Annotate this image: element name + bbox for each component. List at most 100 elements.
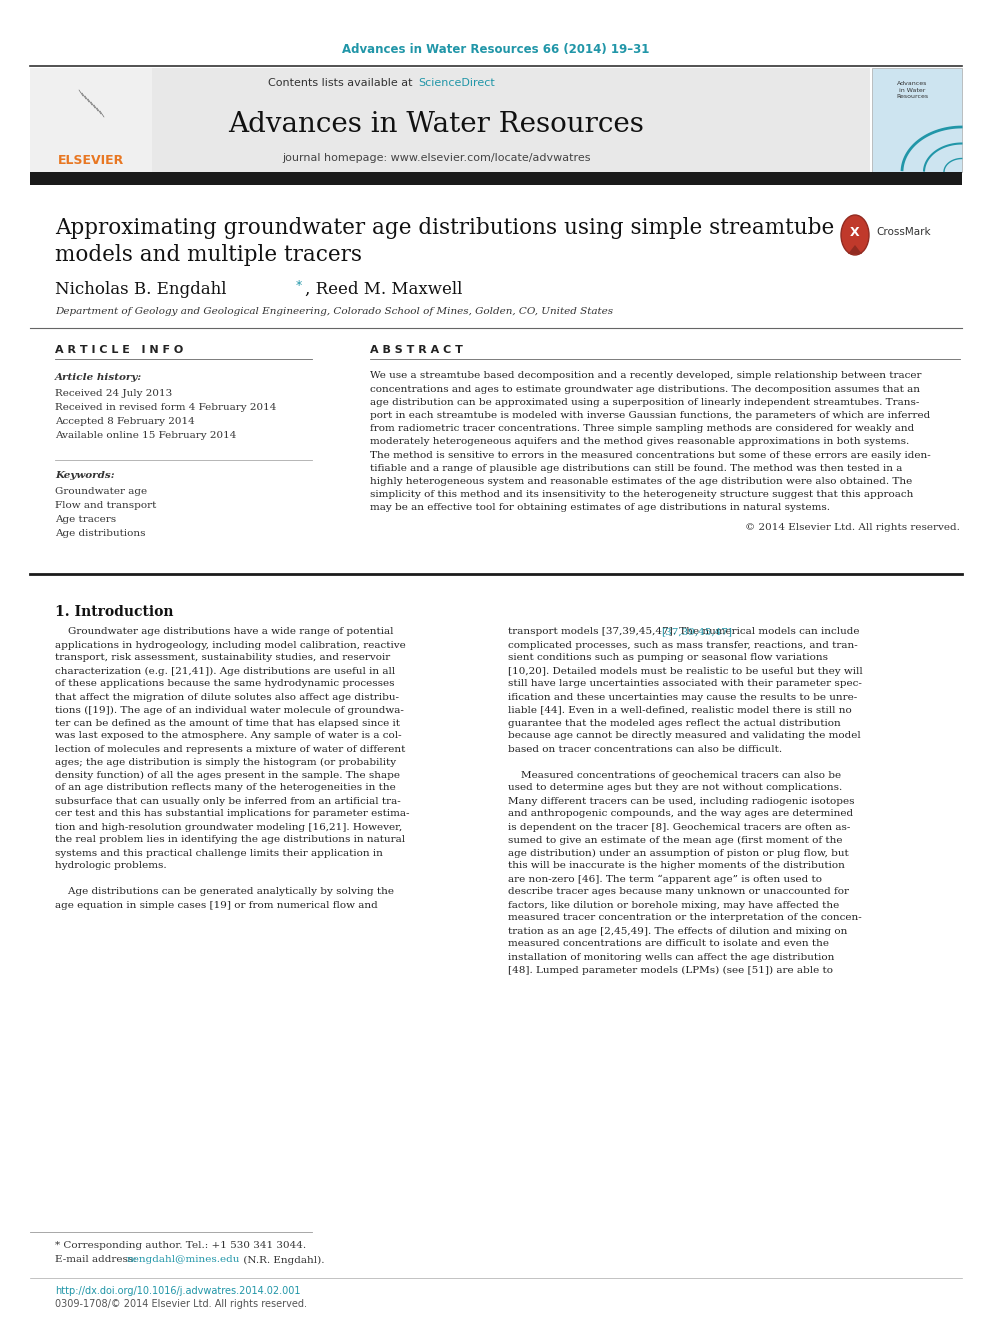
Text: is dependent on the tracer [8]. Geochemical tracers are often as-: is dependent on the tracer [8]. Geochemi… (508, 823, 850, 831)
Text: Advances in Water Resources 66 (2014) 19–31: Advances in Water Resources 66 (2014) 19… (342, 44, 650, 57)
Text: © 2014 Elsevier Ltd. All rights reserved.: © 2014 Elsevier Ltd. All rights reserved… (745, 523, 960, 532)
Text: models and multiple tracers: models and multiple tracers (55, 243, 362, 266)
Text: [10,20]. Detailed models must be realistic to be useful but they will: [10,20]. Detailed models must be realist… (508, 667, 863, 676)
Text: sumed to give an estimate of the mean age (first moment of the: sumed to give an estimate of the mean ag… (508, 835, 842, 844)
Text: tions ([19]). The age of an individual water molecule of groundwa-: tions ([19]). The age of an individual w… (55, 705, 404, 714)
Text: liable [44]. Even in a well-defined, realistic model there is still no: liable [44]. Even in a well-defined, rea… (508, 705, 852, 714)
Text: Age tracers: Age tracers (55, 515, 116, 524)
Bar (872, 67, 962, 172)
Text: 0309-1708/© 2014 Elsevier Ltd. All rights reserved.: 0309-1708/© 2014 Elsevier Ltd. All right… (55, 1299, 307, 1308)
Text: Groundwater age distributions have a wide range of potential: Groundwater age distributions have a wid… (55, 627, 394, 636)
Bar (30, 67, 152, 172)
Text: hydrologic problems.: hydrologic problems. (55, 861, 167, 871)
Text: Advances in Water Resources: Advances in Water Resources (228, 111, 644, 138)
Text: transport, risk assessment, sustainability studies, and reservoir: transport, risk assessment, sustainabili… (55, 654, 390, 663)
Text: systems and this practical challenge limits their application in: systems and this practical challenge lim… (55, 848, 383, 857)
Text: the real problem lies in identifying the age distributions in natural: the real problem lies in identifying the… (55, 836, 405, 844)
Text: installation of monitoring wells can affect the age distribution: installation of monitoring wells can aff… (508, 953, 834, 962)
Text: measured concentrations are difficult to isolate and even the: measured concentrations are difficult to… (508, 939, 829, 949)
Text: Department of Geology and Geological Engineering, Colorado School of Mines, Gold: Department of Geology and Geological Eng… (55, 307, 613, 316)
Text: Approximating groundwater age distributions using simple streamtube: Approximating groundwater age distributi… (55, 217, 834, 239)
Text: tion and high-resolution groundwater modeling [16,21]. However,: tion and high-resolution groundwater mod… (55, 823, 402, 831)
Text: Nicholas B. Engdahl: Nicholas B. Engdahl (55, 280, 232, 298)
Text: this will be inaccurate is the higher moments of the distribution: this will be inaccurate is the higher mo… (508, 861, 845, 871)
Text: subsurface that can usually only be inferred from an artificial tra-: subsurface that can usually only be infe… (55, 796, 401, 806)
Text: The method is sensitive to errors in the measured concentrations but some of the: The method is sensitive to errors in the… (370, 451, 930, 459)
Text: measured tracer concentration or the interpretation of the concen-: measured tracer concentration or the int… (508, 913, 862, 922)
Text: may be an effective tool for obtaining estimates of age distributions in natural: may be an effective tool for obtaining e… (370, 504, 830, 512)
Text: ScienceDirect: ScienceDirect (418, 78, 495, 89)
Text: http://dx.doi.org/10.1016/j.advwatres.2014.02.001: http://dx.doi.org/10.1016/j.advwatres.20… (55, 1286, 301, 1297)
Text: complicated processes, such as mass transfer, reactions, and tran-: complicated processes, such as mass tran… (508, 640, 858, 650)
Text: port in each streamtube is modeled with inverse Gaussian functions, the paramete: port in each streamtube is modeled with … (370, 411, 930, 421)
Text: A B S T R A C T: A B S T R A C T (370, 345, 463, 355)
Text: , Reed M. Maxwell: , Reed M. Maxwell (305, 280, 462, 298)
Text: ELSEVIER: ELSEVIER (58, 153, 124, 167)
Text: ter can be defined as the amount of time that has elapsed since it: ter can be defined as the amount of time… (55, 718, 400, 728)
Text: Article history:: Article history: (55, 373, 142, 382)
Polygon shape (848, 245, 862, 254)
Text: * Corresponding author. Tel.: +1 530 341 3044.: * Corresponding author. Tel.: +1 530 341… (55, 1241, 307, 1250)
Text: describe tracer ages because many unknown or unaccounted for: describe tracer ages because many unknow… (508, 888, 849, 897)
Text: simplicity of this method and its insensitivity to the heterogeneity structure s: simplicity of this method and its insens… (370, 491, 914, 499)
Text: and anthropogenic compounds, and the way ages are determined: and anthropogenic compounds, and the way… (508, 810, 853, 819)
Text: journal homepage: www.elsevier.com/locate/advwatres: journal homepage: www.elsevier.com/locat… (282, 153, 590, 163)
Text: from radiometric tracer concentrations. Three simple sampling methods are consid: from radiometric tracer concentrations. … (370, 425, 915, 434)
Text: concentrations and ages to estimate groundwater age distributions. The decomposi: concentrations and ages to estimate grou… (370, 385, 920, 394)
Text: (N.R. Engdahl).: (N.R. Engdahl). (240, 1256, 324, 1265)
Text: Flow and transport: Flow and transport (55, 500, 157, 509)
Text: transport models [37,39,45,47]. The numerical models can include: transport models [37,39,45,47]. The nume… (508, 627, 859, 636)
Text: Accepted 8 February 2014: Accepted 8 February 2014 (55, 417, 194, 426)
Text: Received 24 July 2013: Received 24 July 2013 (55, 389, 173, 397)
Text: Many different tracers can be used, including radiogenic isotopes: Many different tracers can be used, incl… (508, 796, 854, 806)
Bar (30, 67, 870, 172)
Text: We use a streamtube based decomposition and a recently developed, simple relatio: We use a streamtube based decomposition … (370, 372, 922, 381)
Text: still have large uncertainties associated with their parameter spec-: still have large uncertainties associate… (508, 680, 862, 688)
Text: was last exposed to the atmosphere. Any sample of water is a col-: was last exposed to the atmosphere. Any … (55, 732, 402, 741)
Text: Groundwater age: Groundwater age (55, 487, 147, 496)
Text: ification and these uncertainties may cause the results to be unre-: ification and these uncertainties may ca… (508, 692, 857, 701)
Text: are non-zero [46]. The term “apparent age” is often used to: are non-zero [46]. The term “apparent ag… (508, 875, 822, 884)
Text: sient conditions such as pumping or seasonal flow variations: sient conditions such as pumping or seas… (508, 654, 828, 663)
Text: age distribution can be approximated using a superposition of linearly independe: age distribution can be approximated usi… (370, 398, 920, 407)
Text: nengdahl@mines.edu: nengdahl@mines.edu (127, 1256, 240, 1265)
Text: Keywords:: Keywords: (55, 471, 115, 480)
Text: moderately heterogeneous aquifers and the method gives reasonable approximations: moderately heterogeneous aquifers and th… (370, 438, 910, 446)
Text: highly heterogeneous system and reasonable estimates of the age distribution wer: highly heterogeneous system and reasonab… (370, 478, 913, 486)
Text: tifiable and a range of plausible age distributions can still be found. The meth: tifiable and a range of plausible age di… (370, 464, 903, 472)
Text: Age distributions can be generated analytically by solving the: Age distributions can be generated analy… (55, 888, 394, 897)
Text: A R T I C L E   I N F O: A R T I C L E I N F O (55, 345, 184, 355)
Text: used to determine ages but they are not without complications.: used to determine ages but they are not … (508, 783, 842, 792)
Text: of an age distribution reflects many of the heterogeneities in the: of an age distribution reflects many of … (55, 783, 396, 792)
Text: of these applications because the same hydrodynamic processes: of these applications because the same h… (55, 680, 395, 688)
Text: age equation in simple cases [19] or from numerical flow and: age equation in simple cases [19] or fro… (55, 901, 378, 909)
Text: guarantee that the modeled ages reflect the actual distribution: guarantee that the modeled ages reflect … (508, 718, 841, 728)
Text: [37,39,45,47]: [37,39,45,47] (661, 627, 732, 636)
Text: *: * (296, 279, 303, 292)
Text: density function) of all the ages present in the sample. The shape: density function) of all the ages presen… (55, 770, 400, 779)
Bar (30, 172, 962, 185)
Text: Advances
in Water
Resources: Advances in Water Resources (896, 81, 929, 99)
Text: based on tracer concentrations can also be difficult.: based on tracer concentrations can also … (508, 745, 782, 754)
Text: because age cannot be directly measured and validating the model: because age cannot be directly measured … (508, 732, 861, 741)
Text: that affect the migration of dilute solutes also affect age distribu-: that affect the migration of dilute solu… (55, 692, 399, 701)
Text: characterization (e.g. [21,41]). Age distributions are useful in all: characterization (e.g. [21,41]). Age dis… (55, 667, 395, 676)
Text: ages; the age distribution is simply the histogram (or probability: ages; the age distribution is simply the… (55, 758, 396, 766)
Text: Contents lists available at: Contents lists available at (268, 78, 416, 89)
Text: applications in hydrogeology, including model calibration, reactive: applications in hydrogeology, including … (55, 640, 406, 650)
Text: tration as an age [2,45,49]. The effects of dilution and mixing on: tration as an age [2,45,49]. The effects… (508, 926, 847, 935)
Text: Measured concentrations of geochemical tracers can also be: Measured concentrations of geochemical t… (508, 770, 841, 779)
Text: X: X (850, 225, 860, 238)
Text: lection of molecules and represents a mixture of water of different: lection of molecules and represents a mi… (55, 745, 406, 754)
Text: Received in revised form 4 February 2014: Received in revised form 4 February 2014 (55, 402, 277, 411)
Ellipse shape (841, 216, 869, 255)
Text: cer test and this has substantial implications for parameter estima-: cer test and this has substantial implic… (55, 810, 410, 819)
Text: [48]. Lumped parameter models (LPMs) (see [51]) are able to: [48]. Lumped parameter models (LPMs) (se… (508, 966, 833, 975)
Text: E-mail address:: E-mail address: (55, 1256, 140, 1265)
Text: Age distributions: Age distributions (55, 528, 146, 537)
Text: age distribution) under an assumption of piston or plug flow, but: age distribution) under an assumption of… (508, 848, 849, 857)
Text: factors, like dilution or borehole mixing, may have affected the: factors, like dilution or borehole mixin… (508, 901, 839, 909)
Text: CrossMark: CrossMark (876, 228, 930, 237)
Text: Available online 15 February 2014: Available online 15 February 2014 (55, 430, 236, 439)
Text: 1. Introduction: 1. Introduction (55, 605, 174, 619)
